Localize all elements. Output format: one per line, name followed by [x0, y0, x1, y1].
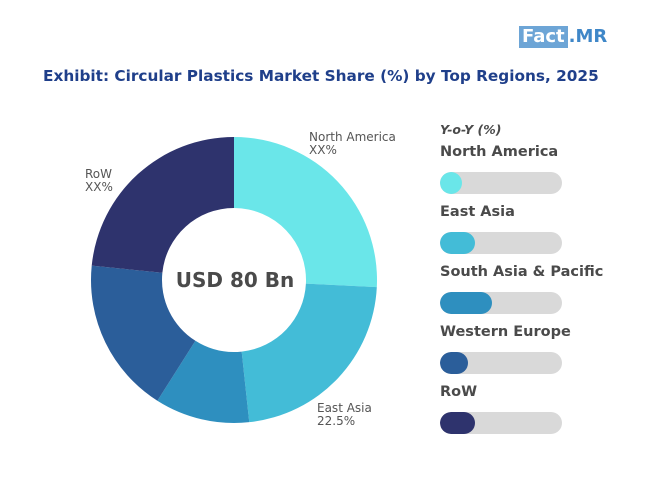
yoy-bar-east-asia: [440, 232, 476, 254]
factmr-logo: Fact .MR: [519, 26, 607, 48]
yoy-track-east-asia: [440, 232, 562, 254]
yoy-label-row: RoW: [440, 384, 478, 400]
yoy-header: Y-o-Y (%): [440, 122, 502, 137]
slice-label-east-asia: East Asia 22.5%: [317, 402, 372, 428]
slice-label-east-asia-value: 22.5%: [317, 414, 356, 428]
yoy-row-south-asia-pacific: South Asia & Pacific: [440, 264, 640, 318]
yoy-row-western-europe: Western Europe: [440, 324, 640, 378]
yoy-bar-north-america: [440, 172, 462, 194]
donut-slice-western-europe: [91, 265, 196, 401]
yoy-label-north-america: North America: [440, 144, 559, 160]
donut-slice-row: [91, 137, 234, 273]
yoy-track-western-europe: [440, 352, 562, 374]
logo-part-fact: Fact: [519, 26, 568, 48]
yoy-bar-western-europe: [440, 352, 469, 374]
slice-label-row: RoW XX%: [85, 168, 113, 194]
yoy-label-south-asia-pacific: South Asia & Pacific: [440, 264, 604, 280]
logo-part-mr: .MR: [568, 26, 608, 47]
yoy-row-row: RoW: [440, 384, 640, 438]
slice-label-row-name: RoW: [85, 167, 113, 181]
yoy-label-western-europe: Western Europe: [440, 324, 571, 340]
yoy-bar-south-asia-pacific: [440, 292, 493, 314]
donut-slice-south-asia-pacific: [157, 340, 250, 424]
yoy-track-south-asia-pacific: [440, 292, 562, 314]
slice-label-north-america: North America XX%: [309, 131, 396, 157]
slice-label-north-america-name: North America: [309, 130, 396, 144]
yoy-label-east-asia: East Asia: [440, 204, 515, 220]
yoy-row-north-america: North America: [440, 144, 640, 198]
donut-center-label: USD 80 Bn: [175, 268, 295, 292]
slice-label-east-asia-name: East Asia: [317, 401, 372, 415]
donut-slice-east-asia: [241, 283, 377, 423]
chart-title: Exhibit: Circular Plastics Market Share …: [43, 67, 599, 85]
yoy-bar-row: [440, 412, 476, 434]
slice-label-row-value: XX%: [85, 180, 113, 194]
yoy-track-north-america: [440, 172, 562, 194]
yoy-track-row: [440, 412, 562, 434]
slice-label-north-america-value: XX%: [309, 143, 337, 157]
yoy-row-east-asia: East Asia: [440, 204, 640, 258]
donut-slice-north-america: [234, 137, 378, 288]
